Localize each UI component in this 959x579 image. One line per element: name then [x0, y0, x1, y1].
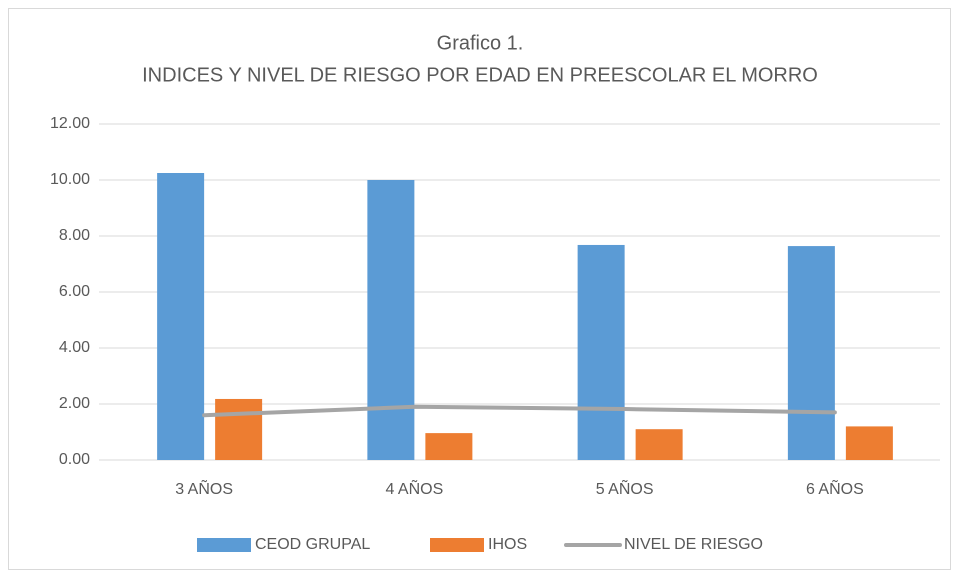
y-tick-label: 0.00 [59, 451, 90, 468]
chart-subtitle: INDICES Y NIVEL DE RIESGO POR EDAD EN PR… [142, 64, 818, 86]
bar [215, 398, 263, 460]
line [202, 404, 837, 418]
y-tick-label: 2.00 [59, 395, 90, 412]
bar [845, 426, 893, 460]
x-tick-label: 3 AÑOS [175, 478, 233, 498]
bar [157, 173, 205, 460]
y-tick-label: 12.00 [50, 115, 90, 132]
x-tick-label: 4 AÑOS [385, 478, 443, 498]
legend-label: NIVEL DE RIESGO [624, 536, 763, 553]
y-tick-label: 8.00 [59, 227, 90, 244]
bar [367, 180, 415, 460]
x-tick-label: 5 AÑOS [596, 478, 654, 498]
y-tick-label: 4.00 [59, 339, 90, 356]
legend-swatch [197, 538, 251, 552]
y-tick-label: 10.00 [50, 171, 90, 188]
bar [787, 246, 835, 460]
x-tick-label: 6 AÑOS [806, 478, 864, 498]
bar [635, 429, 683, 460]
legend-label: IHOS [488, 536, 527, 553]
legend-label: CEOD GRUPAL [255, 536, 370, 553]
legend-swatch [430, 538, 484, 552]
chart-title: Grafico 1. [437, 32, 524, 54]
y-tick-label: 6.00 [59, 283, 90, 300]
bar [425, 433, 473, 460]
bar [577, 244, 625, 460]
